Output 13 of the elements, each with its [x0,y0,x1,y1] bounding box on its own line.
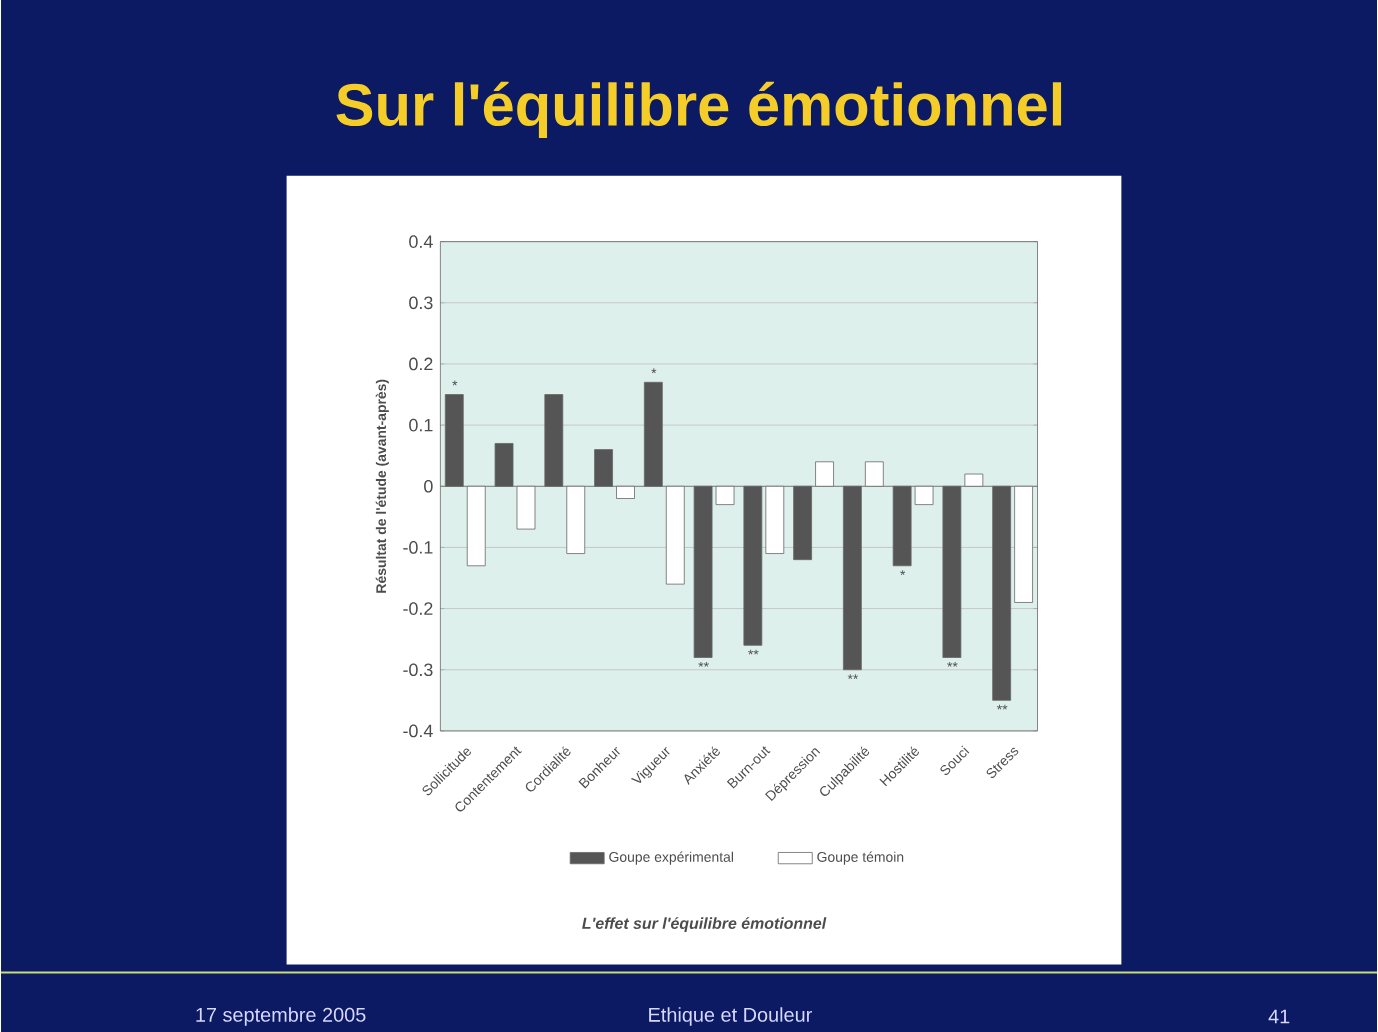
y-tick-label: -0.4 [403,724,433,738]
y-tick-label: 0.1 [409,418,433,432]
y-tick-label: 0.2 [409,357,433,371]
y-tick-label: 0.3 [409,296,433,309]
chart-title: Sur l'équilibre émotionnel [336,81,1062,138]
y-tick-label: 0 [424,479,433,493]
y-tick-label: -0.3 [403,663,433,676]
y-tick-label: -0.2 [403,602,433,615]
y-tick-label: 0.4 [409,235,433,248]
text: 41 [1268,1009,1290,1024]
text: Ethique et Douleur [649,1007,812,1026]
y-tick-label: -0.1 [403,540,433,554]
text: 17 septembre 2005 [196,1007,366,1026]
